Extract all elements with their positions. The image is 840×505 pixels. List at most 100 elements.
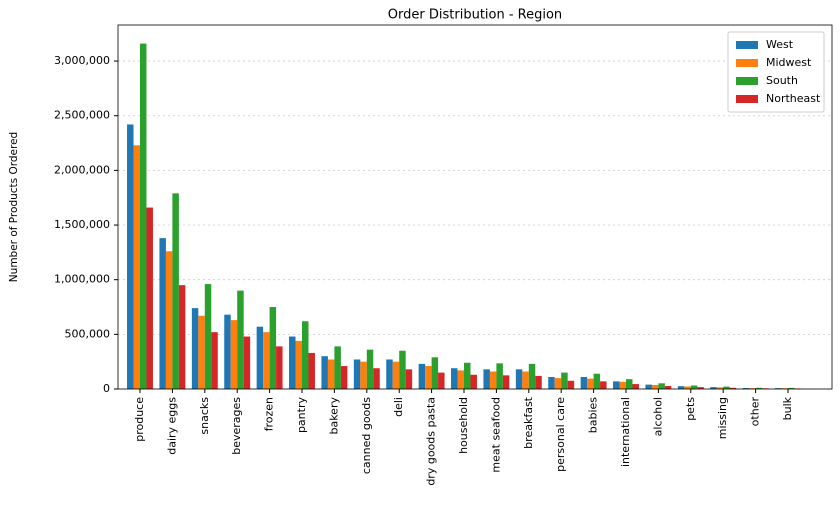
bar <box>140 43 147 390</box>
bar <box>256 326 264 389</box>
bar <box>425 366 432 389</box>
bar <box>729 387 737 389</box>
bar <box>716 387 724 389</box>
bar <box>651 384 659 389</box>
bar <box>198 315 205 389</box>
bar <box>165 251 173 389</box>
legend-swatch <box>736 95 758 103</box>
bar <box>690 385 698 389</box>
bar <box>632 384 639 389</box>
x-tick-label: snacks <box>198 397 211 435</box>
x-tick-label: produce <box>133 397 146 442</box>
bar <box>373 368 380 389</box>
x-tick-label: pantry <box>295 397 308 434</box>
y-tick-label: 3,000,000 <box>54 54 110 67</box>
x-tick-label: household <box>457 397 470 454</box>
legend-label: South <box>766 74 798 87</box>
bar <box>593 373 601 389</box>
bar <box>470 374 477 389</box>
bar <box>386 359 393 389</box>
bar <box>522 371 529 389</box>
bar <box>658 383 665 389</box>
bar <box>276 346 283 389</box>
bar <box>502 375 510 389</box>
bar <box>392 361 400 389</box>
x-tick-label: canned goods <box>360 397 373 474</box>
bar <box>677 386 685 389</box>
x-tick-label: meat seafood <box>489 397 502 473</box>
x-tick-label: bulk <box>781 396 794 420</box>
bar <box>697 387 704 389</box>
bar <box>567 380 575 389</box>
bar <box>405 369 413 389</box>
bar <box>172 193 179 389</box>
bar <box>334 346 341 389</box>
legend-swatch <box>736 77 758 85</box>
bar <box>308 352 315 389</box>
bar <box>626 379 633 389</box>
bar <box>237 290 244 389</box>
bar <box>243 336 251 389</box>
bar <box>204 284 212 389</box>
y-tick-label: 500,000 <box>65 327 111 340</box>
bar <box>742 388 750 389</box>
bar <box>619 381 626 389</box>
y-tick-label: 2,500,000 <box>54 109 110 122</box>
legend-swatch <box>736 41 758 49</box>
bar <box>451 368 458 389</box>
bar <box>664 385 672 389</box>
plot-frame <box>117 24 833 390</box>
bar <box>438 372 445 389</box>
bar <box>496 363 503 389</box>
x-tick-label: frozen <box>263 397 276 431</box>
bar <box>431 357 439 389</box>
bar <box>211 332 218 389</box>
bar <box>191 308 199 389</box>
x-tick-label: babies <box>587 397 600 434</box>
bar <box>489 371 497 389</box>
bar <box>327 359 335 389</box>
bar <box>561 372 568 389</box>
y-tick-label: 0 <box>103 382 110 395</box>
legend-box <box>727 31 825 113</box>
x-tick-label: missing <box>716 397 729 439</box>
bar <box>269 307 277 389</box>
bar <box>224 314 231 389</box>
x-tick-label: personal care <box>554 397 567 472</box>
bar <box>289 336 296 389</box>
x-tick-label: breakfast <box>522 396 535 448</box>
bar <box>515 369 523 389</box>
bar <box>749 388 756 389</box>
bar <box>366 349 374 389</box>
bar <box>483 369 490 389</box>
bar <box>580 376 588 389</box>
y-tick-label: 2,000,000 <box>54 163 110 176</box>
bar <box>295 340 302 389</box>
bar <box>788 387 795 389</box>
bar <box>548 376 555 389</box>
bar <box>127 124 134 390</box>
y-tick-label: 1,500,000 <box>54 218 110 231</box>
bar <box>399 350 406 389</box>
x-tick-label: dairy eggs <box>165 397 178 455</box>
x-tick-label: other <box>749 397 762 427</box>
bar <box>723 386 730 389</box>
chart-title: Order Distribution - Region <box>388 8 562 23</box>
bar <box>554 378 562 389</box>
bar <box>418 363 426 389</box>
bar <box>457 370 464 389</box>
bar <box>600 381 607 389</box>
legend-label: Northeast <box>766 92 821 105</box>
bar <box>159 238 166 389</box>
bar <box>645 384 652 389</box>
bar <box>230 320 238 389</box>
y-tick-label: 1,000,000 <box>54 273 110 286</box>
bar <box>775 388 782 389</box>
bar <box>178 285 186 389</box>
x-tick-label: deli <box>392 397 405 417</box>
bar <box>613 381 620 389</box>
bar <box>133 145 140 389</box>
x-tick-label: international <box>619 397 632 467</box>
x-tick-label: pets <box>684 397 697 421</box>
